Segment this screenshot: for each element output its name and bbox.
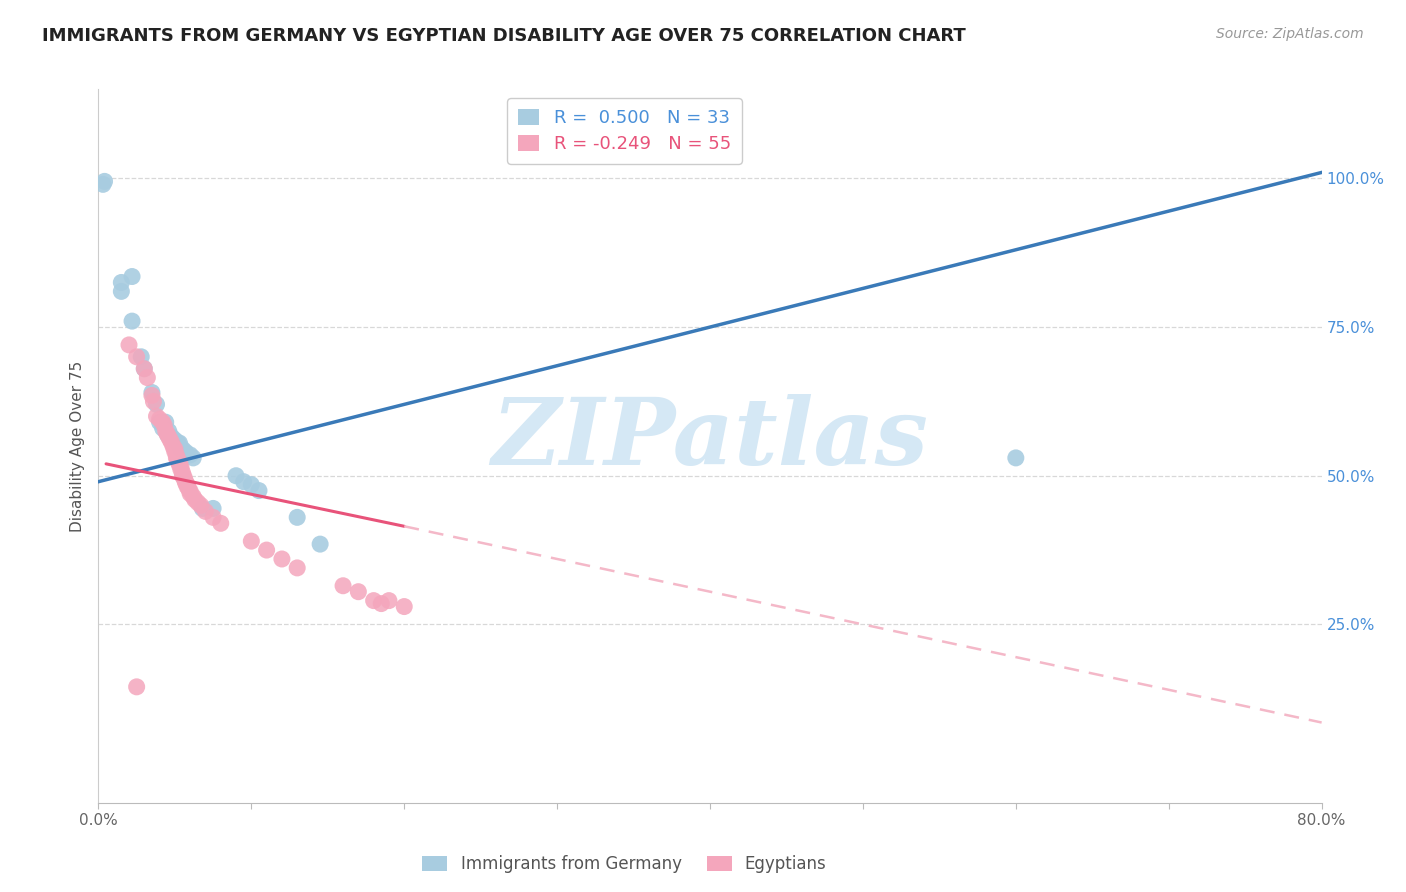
Point (179, 484, 201, 499)
Point (93, 174, 115, 188)
Point (163, 433, 186, 447)
Legend: Immigrants from Germany, Egyptians: Immigrants from Germany, Egyptians (416, 849, 834, 880)
Point (170, 459, 193, 474)
Point (145, 409, 167, 424)
Point (172, 468, 194, 483)
Point (163, 442, 186, 456)
Text: IMMIGRANTS FROM GERMANY VS EGYPTIAN DISABILITY AGE OVER 75 CORRELATION CHART: IMMIGRANTS FROM GERMANY VS EGYPTIAN DISA… (42, 27, 966, 45)
Point (240, 534, 263, 549)
Point (162, 440, 184, 454)
Point (363, 593, 385, 607)
Point (187, 495, 209, 509)
Point (173, 472, 195, 486)
Point (160, 436, 183, 450)
Point (121, 314, 143, 328)
Point (170, 442, 193, 456)
Point (160, 430, 183, 444)
Point (125, 350, 148, 364)
Point (156, 427, 179, 442)
Point (1004, 450, 1026, 465)
Point (136, 370, 159, 384)
Point (159, 433, 181, 447)
Point (332, 579, 354, 593)
Point (125, 680, 148, 694)
Point (181, 490, 204, 504)
Point (157, 430, 180, 444)
Point (209, 516, 232, 531)
Point (202, 510, 225, 524)
Point (129, 350, 152, 364)
Point (176, 479, 198, 493)
Point (240, 477, 263, 491)
Point (134, 361, 156, 376)
Point (190, 499, 212, 513)
Point (169, 456, 191, 470)
Point (149, 412, 172, 426)
Point (174, 475, 197, 489)
Point (155, 424, 177, 438)
Text: Source: ZipAtlas.com: Source: ZipAtlas.com (1216, 27, 1364, 41)
Point (194, 504, 217, 518)
Point (191, 501, 214, 516)
Point (118, 338, 141, 352)
Point (370, 597, 392, 611)
Point (172, 442, 194, 456)
Point (156, 427, 179, 442)
Point (121, 269, 143, 284)
Point (202, 501, 225, 516)
Point (165, 450, 187, 465)
Point (270, 552, 292, 566)
Point (173, 470, 195, 484)
Point (181, 450, 204, 465)
Point (153, 418, 176, 433)
Y-axis label: Disability Age Over 75: Disability Age Over 75 (69, 360, 84, 532)
Point (152, 421, 174, 435)
Point (170, 463, 193, 477)
Point (142, 394, 165, 409)
Point (172, 466, 194, 480)
Point (169, 436, 191, 450)
Point (177, 482, 200, 496)
Point (149, 415, 172, 429)
Point (91, 178, 114, 192)
Point (174, 445, 197, 459)
Point (163, 445, 186, 459)
Point (169, 458, 191, 472)
Point (141, 388, 163, 402)
Point (165, 448, 187, 462)
Point (285, 561, 308, 575)
Point (167, 452, 190, 467)
Point (167, 454, 190, 468)
Point (378, 593, 401, 607)
Point (167, 436, 190, 450)
Point (155, 415, 177, 429)
Point (309, 537, 332, 551)
Point (179, 448, 201, 462)
Point (174, 475, 197, 490)
Point (256, 543, 278, 558)
Point (141, 385, 163, 400)
Point (157, 424, 180, 438)
Point (184, 492, 207, 507)
Point (285, 510, 308, 524)
Point (176, 477, 198, 491)
Point (232, 475, 254, 489)
Text: ZIPatlas: ZIPatlas (492, 394, 928, 483)
Point (179, 486, 201, 500)
Point (247, 483, 270, 498)
Point (225, 468, 247, 483)
Point (110, 285, 132, 299)
Point (347, 584, 370, 599)
Point (152, 415, 174, 429)
Point (145, 397, 167, 411)
Point (110, 276, 132, 290)
Point (134, 361, 156, 376)
Point (392, 599, 416, 614)
